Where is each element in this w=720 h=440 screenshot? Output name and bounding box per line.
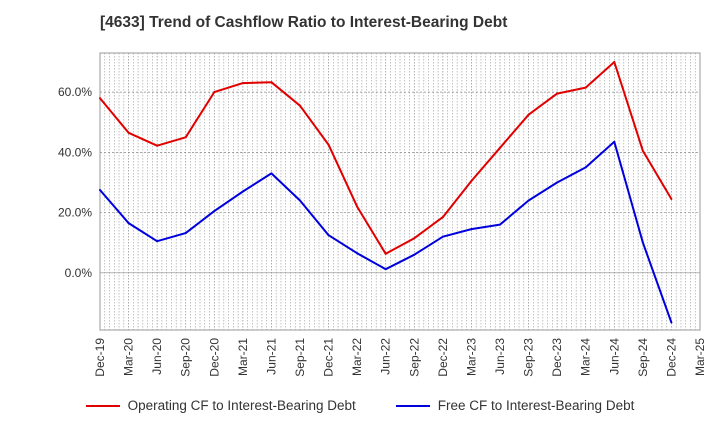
x-tick-label: Jun-23 [493, 338, 507, 375]
x-tick-label: Mar-20 [122, 338, 136, 376]
data-point [670, 198, 673, 201]
x-tick-label: Jun-22 [379, 338, 393, 375]
x-tick-label: Dec-24 [664, 338, 678, 377]
y-tick-label: 40.0% [58, 145, 92, 159]
data-point [241, 190, 244, 193]
data-point [156, 240, 159, 243]
data-point [213, 91, 216, 94]
data-point [299, 104, 301, 107]
data-point [527, 113, 530, 116]
y-tick-label: 20.0% [58, 206, 92, 220]
data-point [270, 172, 273, 175]
data-point [270, 81, 273, 84]
x-tick-label: Mar-21 [236, 338, 250, 376]
data-point [527, 199, 530, 202]
x-tick-label: Jun-21 [264, 338, 278, 375]
legend-item-operating-cf: Operating CF to Interest-Bearing Debt [85, 398, 356, 413]
x-tick-label: Jun-24 [607, 338, 621, 375]
data-point [184, 232, 187, 235]
data-point [641, 149, 644, 152]
data-point [499, 146, 501, 149]
data-point [384, 268, 387, 271]
data-point [327, 234, 330, 237]
x-tick-label: Sep-20 [179, 338, 193, 377]
x-tick-label: Dec-21 [322, 338, 336, 377]
data-point [184, 136, 187, 139]
x-tick-label: Sep-24 [636, 338, 650, 377]
data-point [241, 82, 244, 85]
data-point [213, 210, 216, 213]
data-point [613, 140, 616, 143]
x-tick-label: Sep-22 [407, 338, 421, 377]
data-point [327, 143, 330, 146]
data-point [556, 181, 559, 184]
y-tick-label: 0.0% [65, 266, 93, 280]
data-point [584, 166, 587, 169]
data-point [356, 252, 359, 255]
legend-label-free-cf: Free CF to Interest-Bearing Debt [437, 398, 635, 413]
data-point [156, 144, 159, 147]
data-point [584, 86, 587, 89]
x-tick-label: Mar-25 [693, 338, 707, 376]
data-point [670, 321, 673, 324]
data-point [413, 253, 416, 256]
data-point [441, 235, 444, 238]
data-point [299, 199, 301, 202]
chart-title: [4633] Trend of Cashflow Ratio to Intere… [100, 14, 508, 31]
data-point [470, 179, 473, 182]
data-point [470, 228, 473, 231]
data-point [127, 131, 130, 134]
data-point [127, 222, 130, 225]
x-tick-label: Sep-23 [522, 338, 536, 377]
data-point [413, 237, 416, 240]
x-tick-label: Dec-22 [436, 338, 450, 377]
x-tick-label: Sep-21 [293, 338, 307, 377]
chart-legend: Operating CF to Interest-Bearing Debt Fr… [0, 398, 720, 413]
x-tick-label: Mar-24 [579, 338, 593, 376]
legend-swatch-operating-cf [85, 404, 120, 407]
data-point [641, 241, 644, 244]
data-point [384, 252, 387, 255]
legend-swatch-free-cf [395, 404, 430, 407]
x-tick-label: Dec-23 [550, 338, 564, 377]
data-point [441, 216, 444, 219]
x-tick-label: Dec-19 [93, 338, 107, 377]
data-point [99, 97, 101, 100]
legend-label-operating-cf: Operating CF to Interest-Bearing Debt [127, 398, 356, 413]
data-point [99, 188, 101, 191]
x-tick-label: Jun-20 [150, 338, 164, 375]
x-tick-label: Dec-20 [207, 338, 221, 377]
data-point [499, 223, 501, 226]
data-point [356, 205, 359, 208]
legend-item-free-cf: Free CF to Interest-Bearing Debt [395, 398, 635, 413]
y-tick-label: 60.0% [58, 85, 92, 99]
data-point [556, 92, 559, 95]
x-tick-label: Mar-22 [350, 338, 364, 376]
data-point [613, 61, 616, 64]
x-tick-label: Mar-23 [464, 338, 478, 376]
